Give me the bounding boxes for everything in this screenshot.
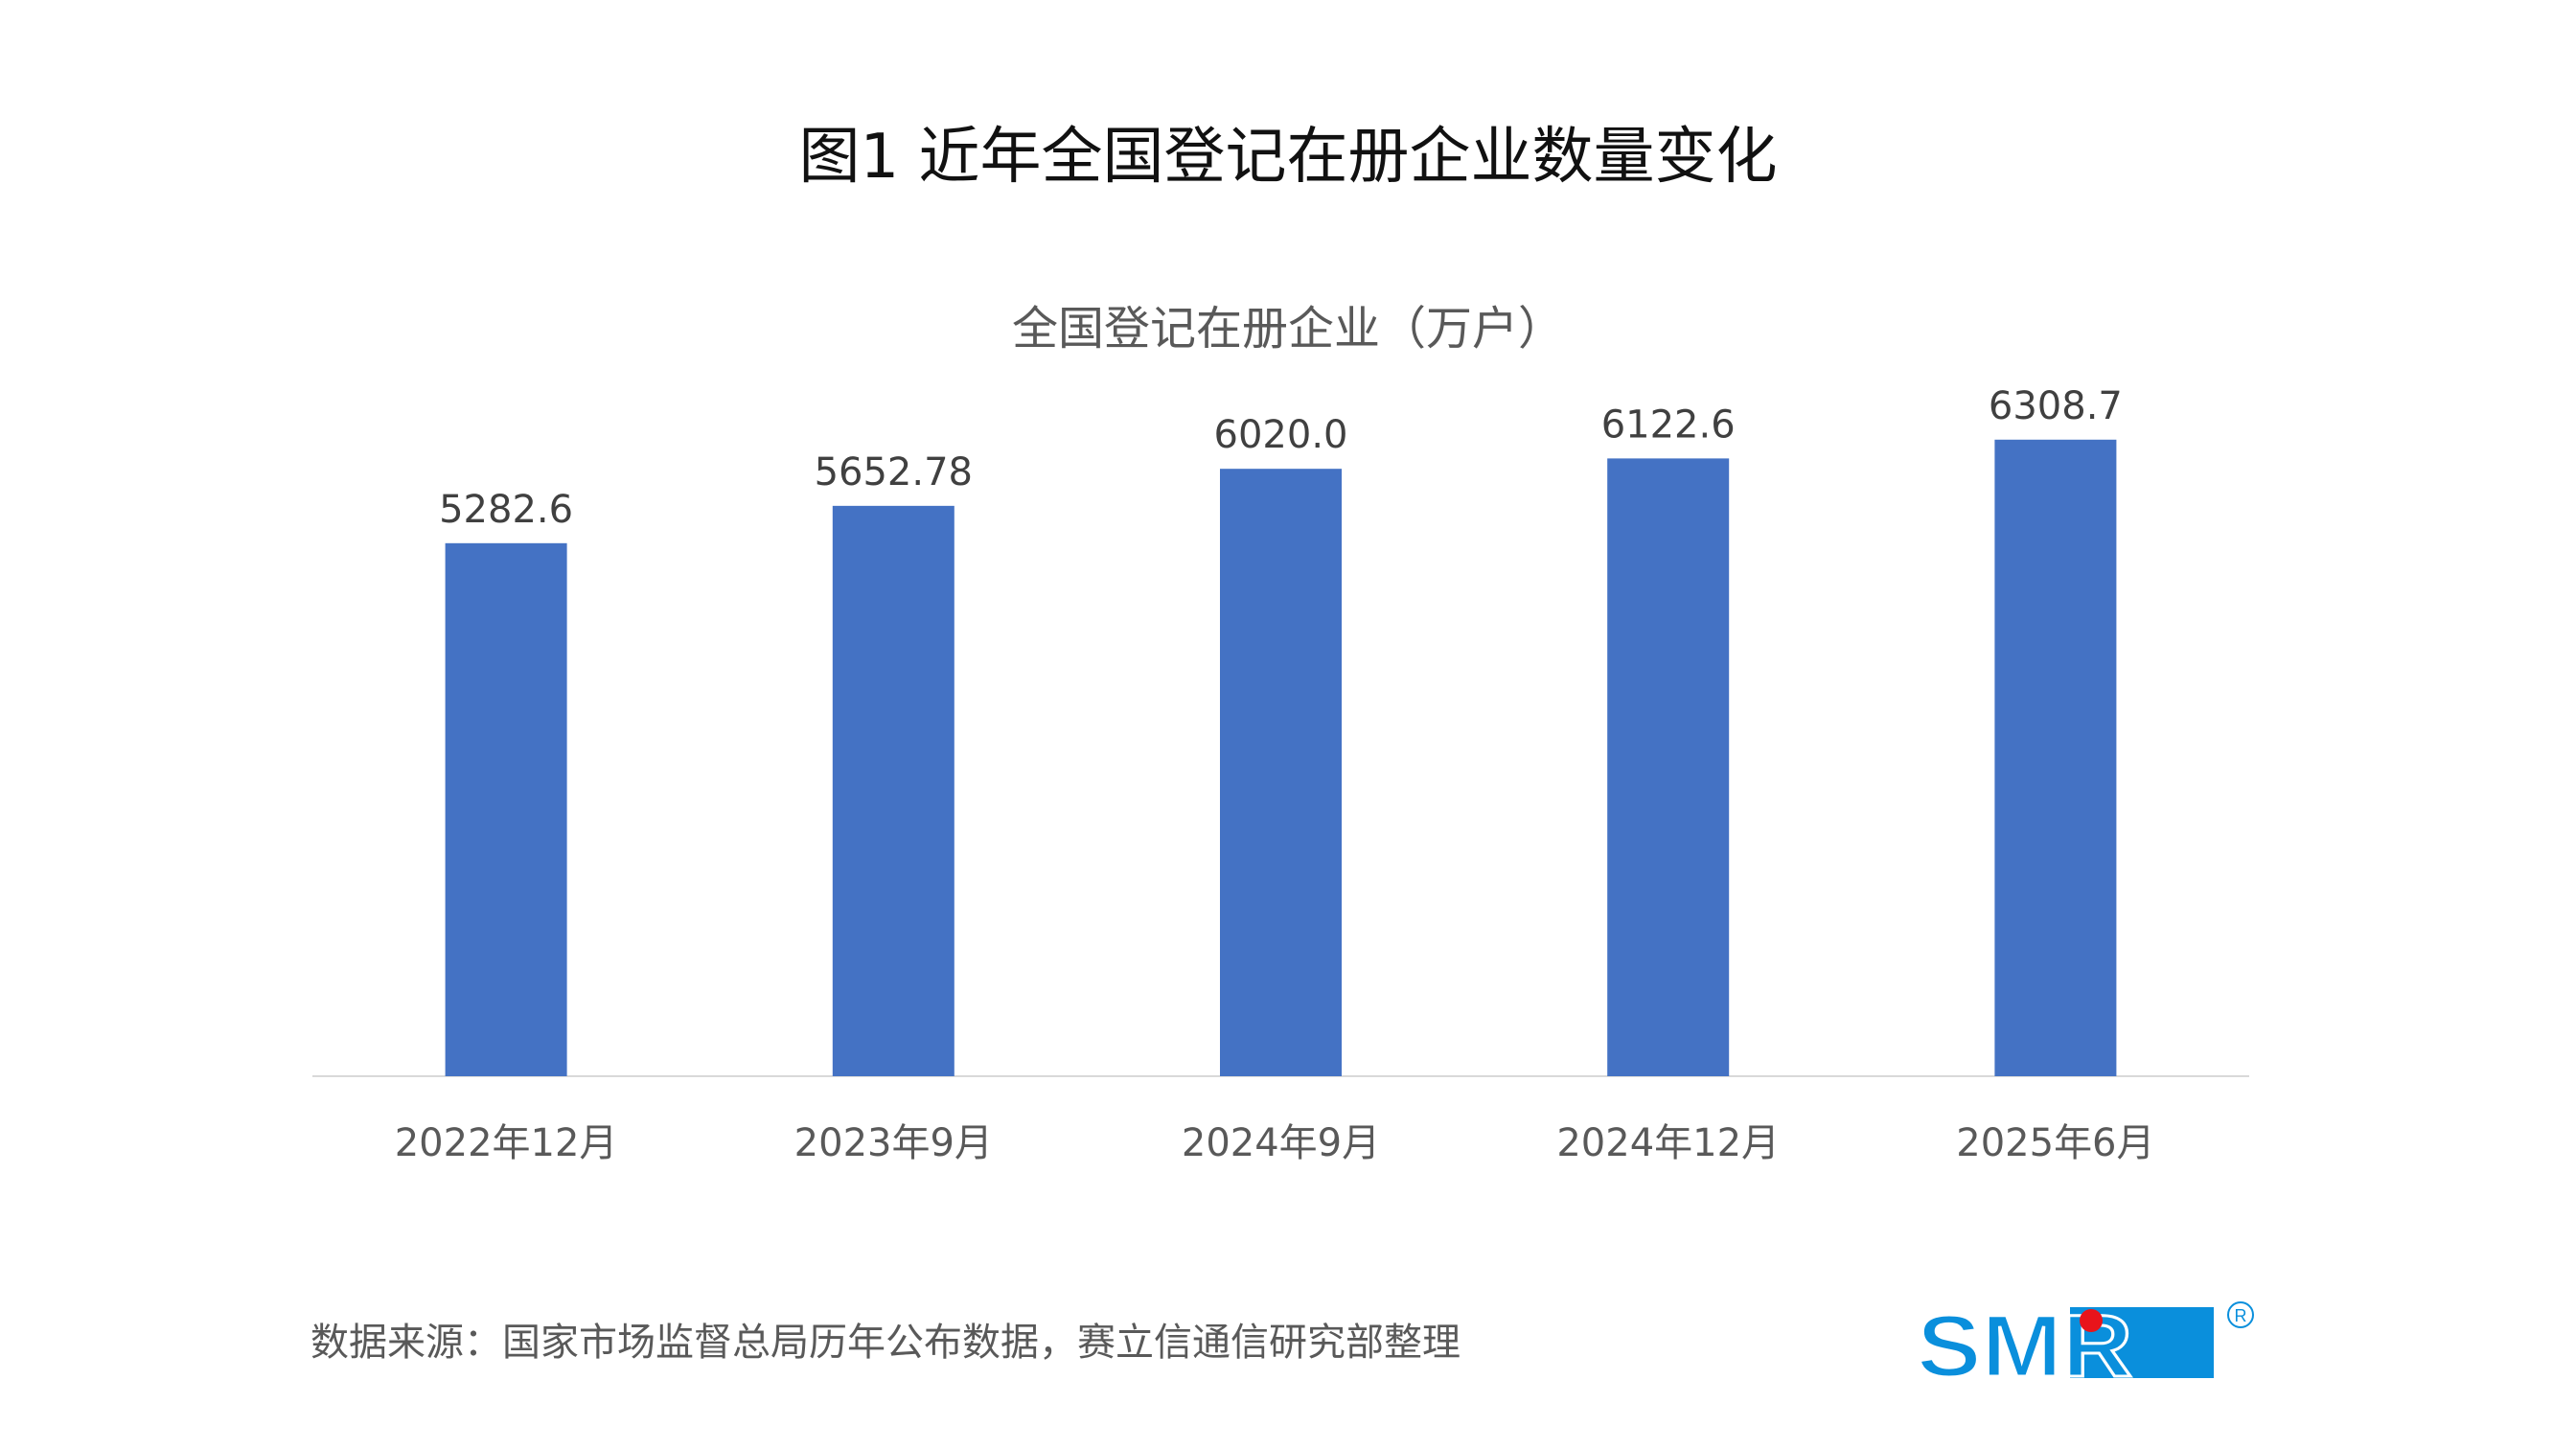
figure-title: 图1 近年全国登记在册企业数量变化	[798, 122, 1778, 193]
x-tick-label: 2024年12月	[1556, 1121, 1780, 1165]
chart-title: 全国登记在册企业（万户）	[1011, 302, 1564, 356]
x-tick-label: 2022年12月	[395, 1121, 618, 1165]
data-label: 6122.6	[1601, 402, 1736, 447]
svg-text:SMR: SMR	[1917, 1300, 2132, 1380]
bar	[1994, 439, 2117, 1076]
data-label: 5282.6	[439, 488, 573, 532]
bar	[1220, 469, 1342, 1076]
data-label: 5652.78	[815, 450, 973, 494]
data-label: 6020.0	[1214, 413, 1348, 457]
bar	[445, 542, 567, 1076]
data-label: 6308.7	[1989, 384, 2123, 428]
x-tick-label: 2023年9月	[794, 1121, 993, 1165]
bar	[1607, 458, 1730, 1076]
smr-logo: SMR R	[1917, 1300, 2254, 1380]
svg-text:R: R	[2235, 1306, 2247, 1325]
x-tick-label: 2025年6月	[1956, 1121, 2154, 1165]
data-source-note: 数据来源：国家市场监督总局历年公布数据，赛立信通信研究部整理	[310, 1321, 1460, 1365]
x-tick-label: 2024年9月	[1182, 1121, 1380, 1165]
bar	[832, 505, 954, 1076]
